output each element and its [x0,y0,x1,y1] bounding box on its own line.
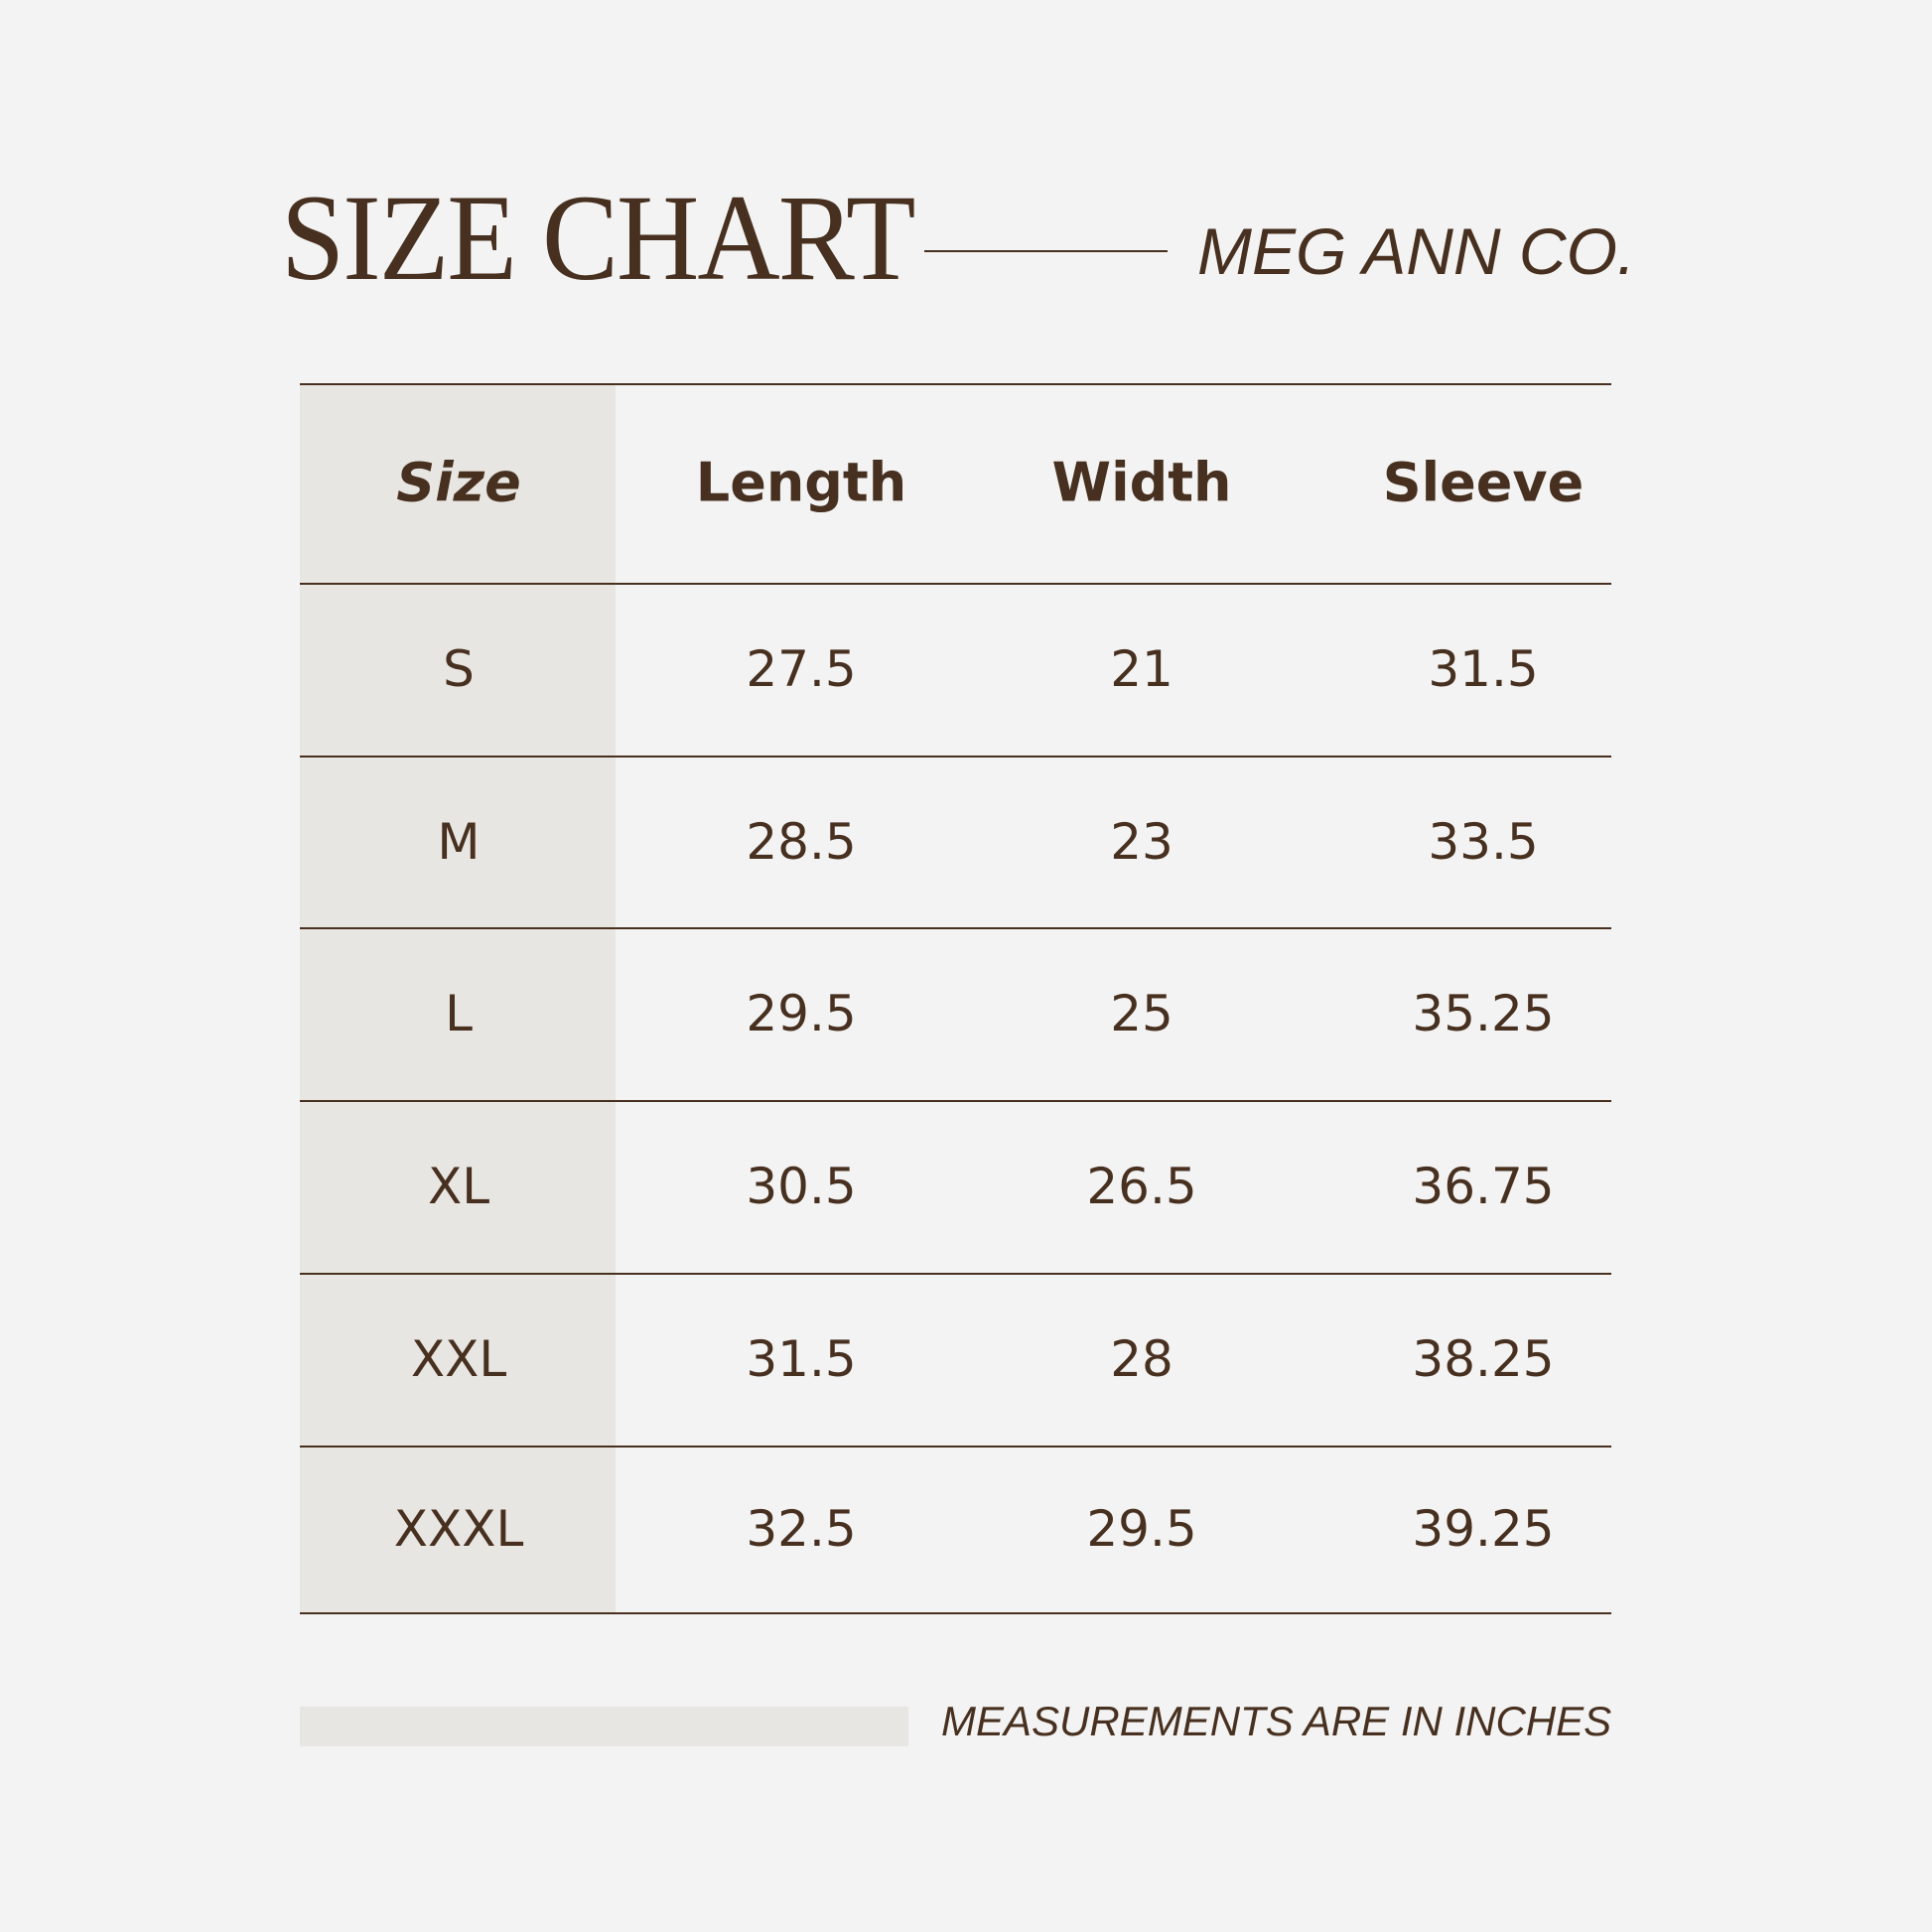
cell-sleeve: 35.25 [1412,985,1555,1042]
title-divider [924,250,1168,252]
row-divider [300,383,1611,385]
column-header-sleeve: Sleeve [1382,451,1585,514]
cell-length: 31.5 [746,1330,857,1388]
row-divider [300,583,1611,585]
column-header-width: Width [1051,451,1232,514]
cell-length: 30.5 [746,1158,857,1215]
cell-size: XXL [410,1330,507,1388]
row-divider [300,756,1611,758]
footer-bar [300,1707,908,1746]
brand-name: MEG ANN CO. [1197,214,1636,288]
size-column-background [300,384,616,1612]
cell-size: L [445,985,473,1042]
cell-width: 21 [1110,640,1173,698]
cell-size: S [443,640,475,698]
cell-length: 29.5 [746,985,857,1042]
cell-size: M [437,812,481,871]
cell-width: 29.5 [1086,1500,1197,1558]
cell-size: XXXL [393,1500,524,1558]
row-divider [300,927,1611,929]
row-divider [300,1273,1611,1275]
cell-width: 23 [1110,812,1173,871]
measurement-note: MEASUREMENTS ARE IN INCHES [941,1698,1612,1744]
cell-width: 28 [1110,1330,1173,1388]
cell-sleeve: 39.25 [1412,1500,1555,1558]
cell-sleeve: 31.5 [1428,640,1539,698]
cell-width: 26.5 [1086,1158,1197,1215]
cell-sleeve: 36.75 [1412,1158,1555,1215]
row-divider [300,1100,1611,1102]
cell-width: 25 [1110,985,1173,1042]
cell-sleeve: 33.5 [1428,812,1539,871]
column-header-size: Size [396,451,521,514]
cell-size: XL [427,1158,490,1215]
column-header-length: Length [695,451,907,514]
row-divider [300,1612,1611,1614]
cell-length: 27.5 [746,640,857,698]
cell-sleeve: 38.25 [1412,1330,1555,1388]
cell-length: 32.5 [746,1500,857,1558]
cell-length: 28.5 [746,812,857,871]
row-divider [300,1446,1611,1448]
page-title: SIZE CHART [281,170,915,306]
